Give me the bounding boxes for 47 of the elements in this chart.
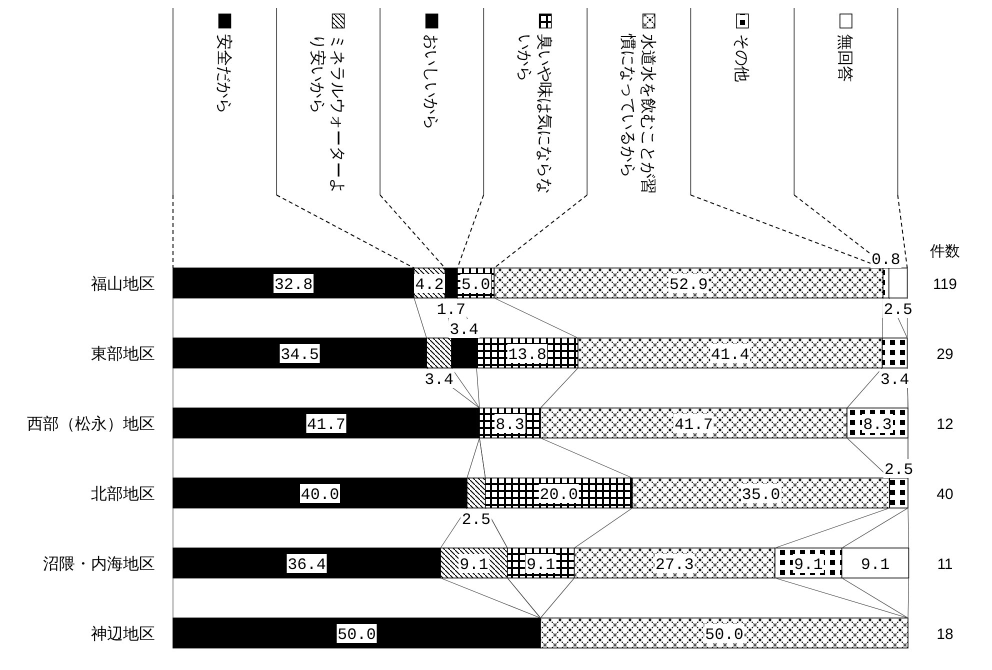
y-tick-label: 神辺地区 [91,625,155,643]
y-tick-label: 福山地区 [91,275,155,293]
data-label: 3.4 [424,371,454,389]
legend-label: その他 [732,34,750,82]
legend-label: 安全だから [214,34,233,114]
data-label: 9.1 [460,556,488,574]
data-label: 9.1 [860,556,890,574]
y2-tick-label: 119 [933,276,957,293]
legend-label: おいしいから [422,34,439,130]
data-label: 35.0 [742,486,780,504]
data-label: 52.9 [669,276,708,294]
data-label: 1.7 [436,301,466,319]
data-label: 3.4 [880,371,910,389]
y-tick-label: 沼隈・内海地区 [43,555,155,573]
legend-label: 無回答 [836,34,853,82]
y2-tick-label: 18 [936,626,954,643]
data-label: 8.3 [863,416,892,434]
data-label: 2.5 [884,461,914,479]
y-tick-label: 西部（松永）地区 [27,415,155,433]
data-label: 50.0 [338,626,376,644]
data-label: 3.4 [450,321,478,339]
data-label: 50.0 [705,626,744,644]
data-label: 36.4 [288,556,326,574]
data-label: 13.8 [508,346,546,364]
data-label: 27.3 [655,556,694,574]
data-label: 34.5 [280,346,319,364]
y2-tick-label: 12 [936,416,954,433]
y2-tick-label: 40 [936,486,954,503]
y2-tick-label: 11 [937,556,953,573]
data-label: 0.8 [872,251,900,269]
data-label: 2.5 [462,511,491,529]
data-label: 41.4 [710,346,750,364]
data-label: 9.1 [526,556,556,574]
data-label: 9.1 [794,556,823,574]
data-label: 5.0 [461,276,490,294]
data-label: 32.8 [274,276,313,294]
y-tick-label: 東部地区 [91,345,155,363]
data-label: 20.0 [540,486,578,504]
data-label: 40.0 [300,486,340,504]
data-label: 4.2 [415,276,444,294]
y-tick-label: 北部地区 [91,485,155,503]
data-label: 8.3 [496,416,524,434]
data-label: 41.7 [307,416,346,434]
y2-tick-label: 29 [936,346,954,363]
data-label: 2.5 [884,301,912,319]
data-label: 41.7 [674,416,713,434]
y2-axis-title: 件数 [930,243,960,260]
